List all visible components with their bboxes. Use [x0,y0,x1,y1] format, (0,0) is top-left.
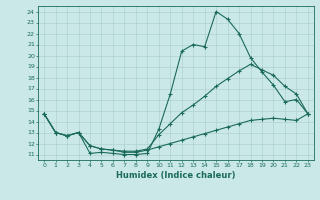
X-axis label: Humidex (Indice chaleur): Humidex (Indice chaleur) [116,171,236,180]
